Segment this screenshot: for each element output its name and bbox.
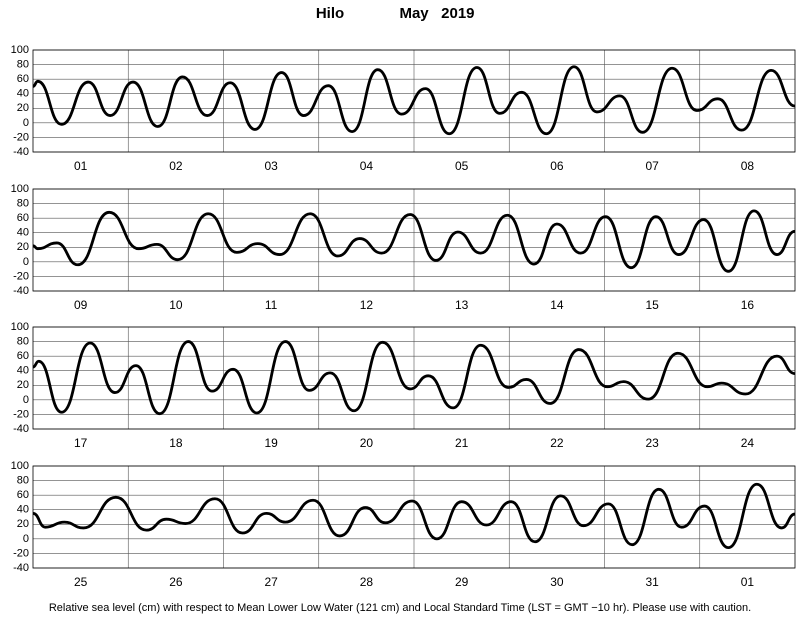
tide-line — [32, 340, 796, 416]
y-tick-label: -20 — [13, 408, 29, 420]
chart-title: Hilo — [316, 5, 344, 22]
x-tick-label: 16 — [741, 298, 755, 312]
x-tick-label: 20 — [360, 436, 374, 450]
plot-frame — [32, 465, 796, 569]
x-tick-label: 02 — [169, 159, 183, 173]
tide-line — [32, 209, 796, 273]
x-tick-label: 08 — [741, 159, 755, 173]
x-tick-label: 06 — [550, 159, 564, 173]
x-tick-label: 13 — [455, 298, 469, 312]
x-tick-label: 07 — [645, 159, 659, 173]
x-tick-label: 05 — [455, 159, 469, 173]
plot-frame — [32, 49, 796, 153]
y-tick-label: 100 — [11, 183, 29, 195]
y-tick-label: 80 — [17, 58, 29, 70]
y-tick-label: -40 — [13, 562, 29, 574]
x-tick-label: 22 — [550, 436, 564, 450]
y-tick-label: 100 — [11, 460, 29, 472]
x-tick-label: 01 — [74, 159, 88, 173]
tide-line — [32, 482, 796, 549]
x-tick-label: 04 — [360, 159, 374, 173]
y-tick-label: -20 — [13, 547, 29, 559]
x-tick-label: 11 — [265, 298, 278, 312]
y-tick-label: 80 — [17, 335, 29, 347]
x-tick-label: 26 — [169, 575, 183, 589]
x-tick-label: 23 — [645, 436, 659, 450]
y-tick-label: 0 — [23, 533, 29, 545]
footnote: Relative sea level (cm) with respect to … — [49, 602, 751, 614]
y-tick-label: 0 — [23, 394, 29, 406]
y-tick-label: 40 — [17, 365, 29, 377]
y-tick-label: 80 — [17, 197, 29, 209]
y-tick-label: 60 — [17, 73, 29, 85]
x-tick-label: 17 — [74, 436, 88, 450]
y-tick-label: 100 — [11, 321, 29, 333]
chart-subtitle: May 2019 — [399, 5, 474, 22]
x-tick-label: 01 — [741, 575, 755, 589]
x-tick-label: 31 — [645, 575, 659, 589]
y-tick-label: -40 — [13, 146, 29, 158]
y-tick-label: 60 — [17, 350, 29, 362]
x-tick-label: 03 — [264, 159, 278, 173]
y-tick-label: -40 — [13, 423, 29, 435]
x-tick-label: 10 — [169, 298, 183, 312]
y-tick-label: 20 — [17, 379, 29, 391]
x-tick-label: 09 — [74, 298, 88, 312]
x-tick-label: 24 — [741, 436, 755, 450]
y-tick-label: 0 — [23, 117, 29, 129]
x-tick-label: 27 — [264, 575, 278, 589]
x-tick-label: 15 — [645, 298, 659, 312]
y-tick-label: 20 — [17, 241, 29, 253]
y-tick-label: 40 — [17, 504, 29, 516]
x-tick-label: 30 — [550, 575, 564, 589]
y-tick-label: -20 — [13, 270, 29, 282]
y-tick-label: 40 — [17, 88, 29, 100]
x-tick-label: 18 — [169, 436, 183, 450]
y-tick-label: 60 — [17, 212, 29, 224]
y-tick-label: 20 — [17, 102, 29, 114]
tide-line — [32, 65, 796, 136]
y-tick-label: 80 — [17, 474, 29, 486]
x-tick-label: 14 — [550, 298, 564, 312]
x-tick-label: 28 — [360, 575, 374, 589]
y-tick-label: 0 — [23, 256, 29, 268]
x-tick-label: 21 — [455, 436, 469, 450]
x-tick-label: 12 — [360, 298, 374, 312]
y-tick-label: 100 — [11, 44, 29, 56]
y-tick-label: -40 — [13, 285, 29, 297]
y-tick-label: 40 — [17, 227, 29, 239]
y-tick-label: 20 — [17, 518, 29, 530]
y-tick-label: -20 — [13, 131, 29, 143]
plot-frame — [32, 188, 796, 292]
x-tick-label: 29 — [455, 575, 469, 589]
plot-frame — [32, 326, 796, 430]
y-tick-label: 60 — [17, 489, 29, 501]
x-tick-label: 19 — [264, 436, 278, 450]
x-tick-label: 25 — [74, 575, 88, 589]
